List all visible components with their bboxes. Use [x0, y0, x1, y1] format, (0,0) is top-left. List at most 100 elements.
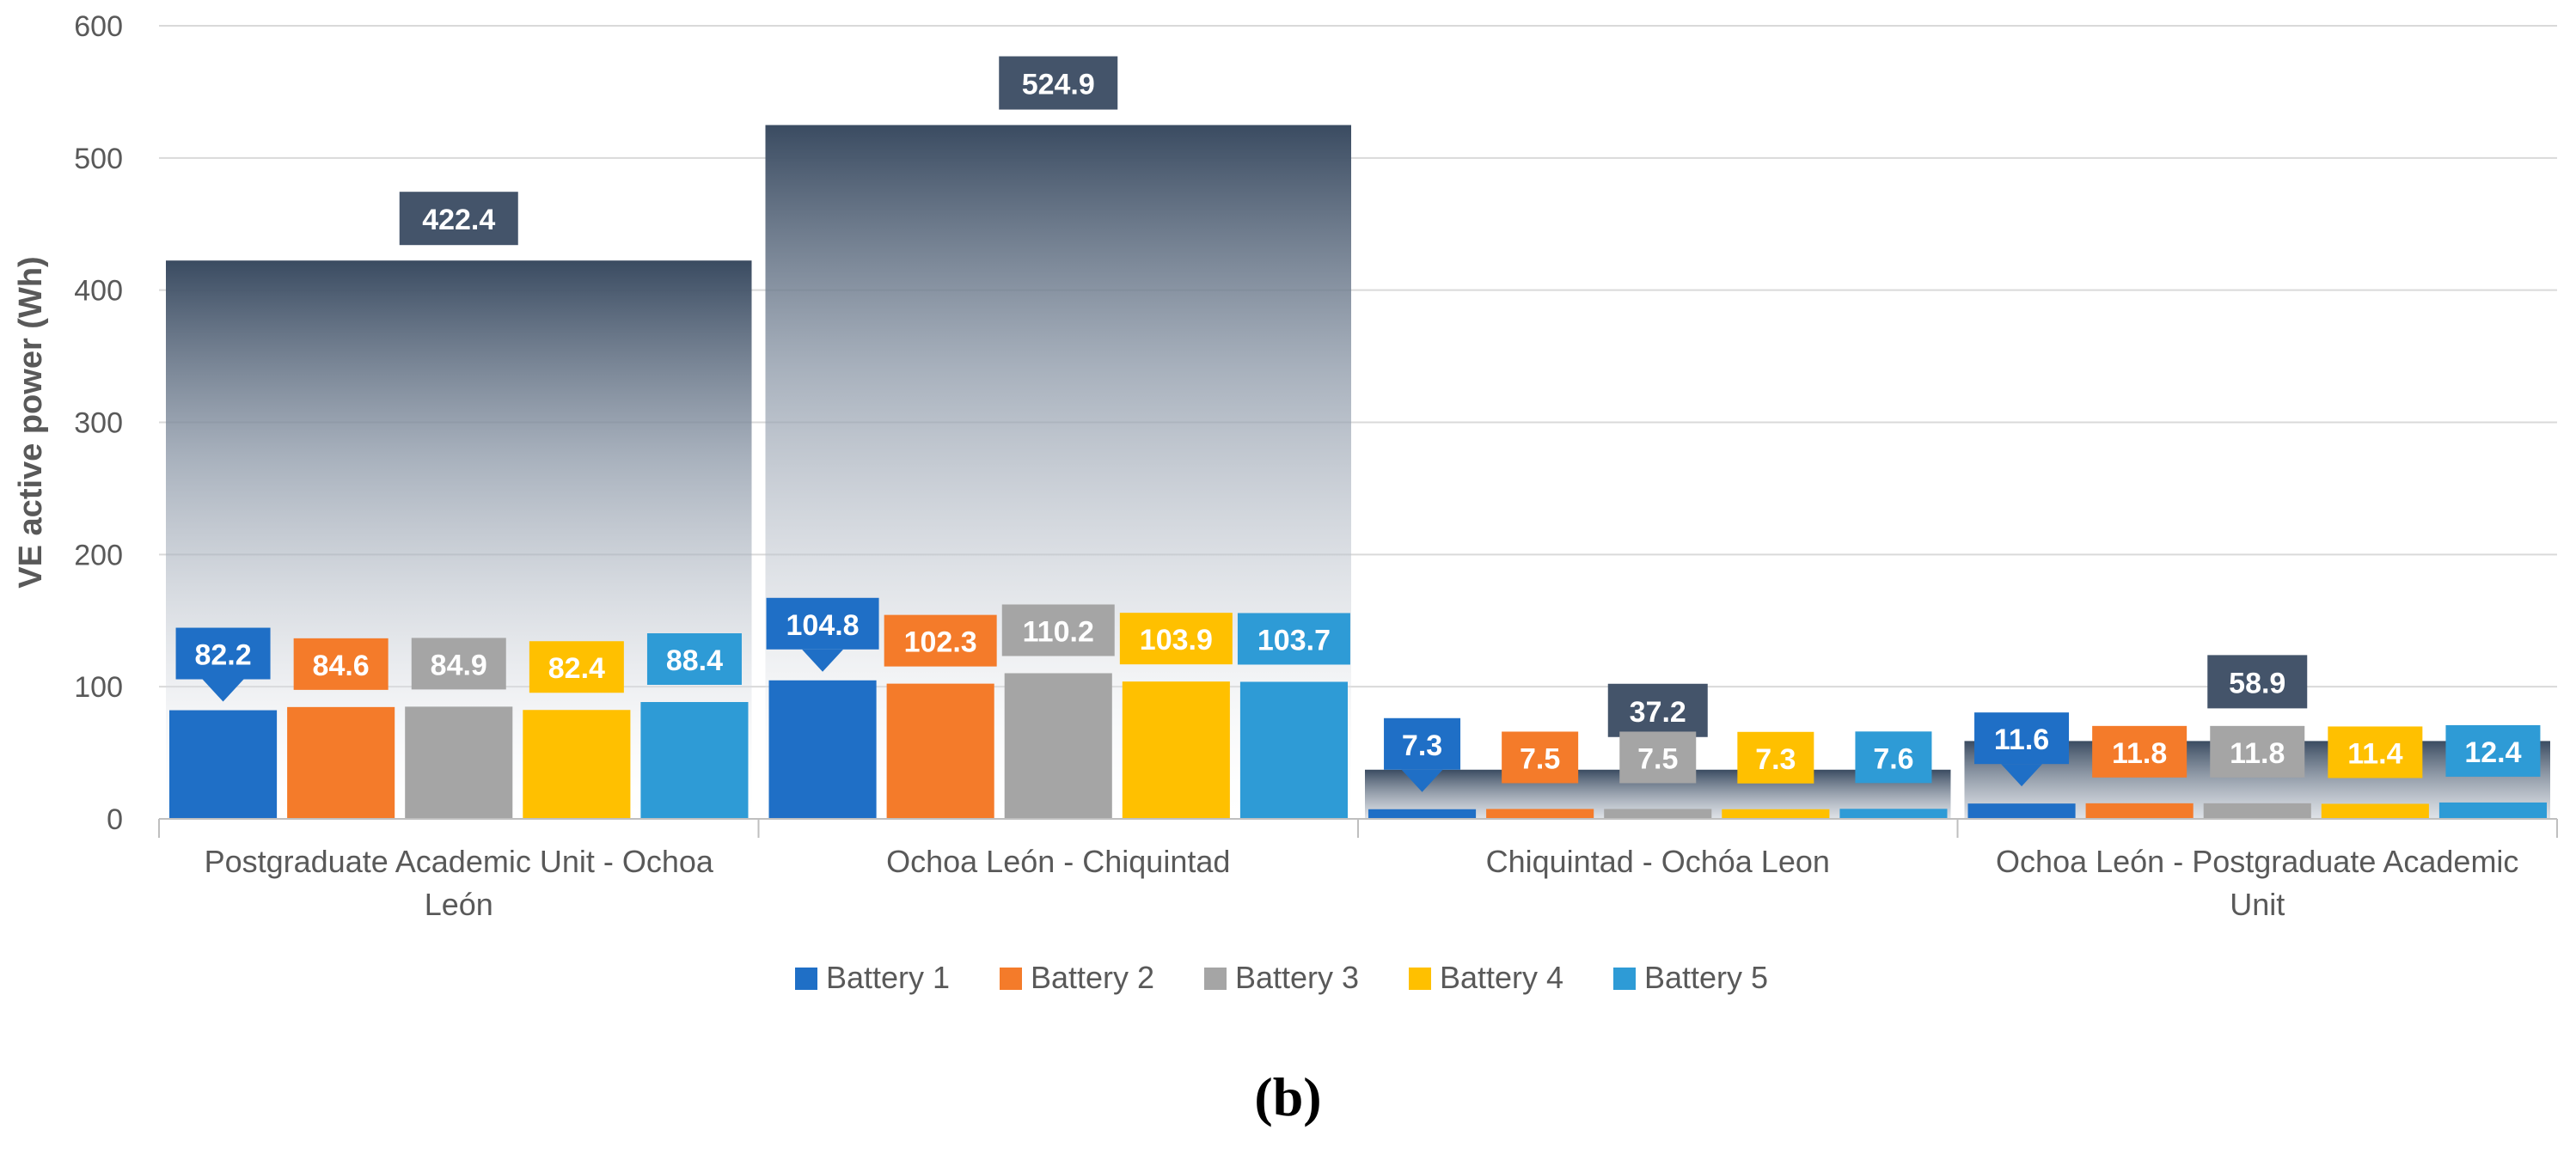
value-label: 7.5 — [1520, 742, 1560, 775]
value-label: 11.4 — [2347, 737, 2402, 770]
legend-swatch — [795, 968, 817, 990]
category-label: Ochoa León - Chiquintad — [886, 844, 1230, 879]
battery-bar — [886, 683, 994, 819]
legend-label: Battery 4 — [1440, 960, 1563, 995]
legend-label: Battery 1 — [826, 960, 950, 995]
battery-bar — [2321, 803, 2429, 819]
legend-swatch — [1204, 968, 1227, 990]
total-label: 58.9 — [2229, 667, 2285, 699]
total-label-box — [1607, 683, 1708, 737]
value-label-box — [884, 614, 997, 667]
category-label: Ochoa León - Postgraduate Academic — [1996, 844, 2518, 879]
value-label-box — [1502, 731, 1579, 784]
battery-bar — [2203, 803, 2311, 819]
legend-swatch — [1409, 968, 1431, 990]
total-label-box — [999, 56, 1118, 110]
figure-caption: (b) — [1254, 1066, 1322, 1127]
value-label-box — [646, 633, 742, 686]
value-label-box — [2328, 726, 2423, 778]
category-label: León — [425, 887, 493, 922]
value-label: 82.2 — [194, 639, 251, 672]
legend-swatch — [1613, 968, 1636, 990]
value-label-box — [2445, 724, 2541, 777]
y-tick-label: 0 — [107, 803, 123, 836]
battery-bar — [1004, 673, 1112, 819]
battery-bar — [523, 710, 631, 819]
value-label: 11.6 — [1994, 723, 2049, 756]
callout-arrow — [2001, 764, 2043, 787]
battery-bar — [1604, 809, 1712, 819]
value-label: 110.2 — [1023, 615, 1094, 648]
y-tick-label: 600 — [74, 10, 123, 43]
value-label: 103.7 — [1257, 624, 1331, 656]
total-label: 524.9 — [1022, 69, 1095, 101]
callout-arrow — [802, 649, 844, 672]
value-label: 7.3 — [1755, 743, 1796, 776]
y-tick-label: 200 — [74, 539, 123, 571]
value-label: 102.3 — [904, 626, 977, 659]
y-tick-label: 300 — [74, 407, 123, 440]
battery-bars — [169, 673, 2547, 819]
battery-bar — [1967, 803, 2076, 819]
value-label: 11.8 — [2112, 737, 2167, 770]
value-label-box — [766, 597, 879, 650]
category-label: Chiquintad - Ochóa Leon — [1486, 844, 1830, 879]
battery-bar — [1722, 809, 1830, 819]
total-label: 422.4 — [422, 204, 495, 236]
value-label-box — [1855, 731, 1932, 784]
legend-swatch — [1000, 968, 1022, 990]
y-axis-title: VE active power (Wh) — [13, 256, 49, 588]
value-label-box — [529, 641, 624, 693]
battery-bar — [768, 680, 877, 819]
legend-label: Battery 3 — [1235, 960, 1359, 995]
battery-bar — [169, 710, 278, 819]
y-tick-label: 500 — [74, 143, 123, 175]
category-label: Postgraduate Academic Unit - Ochoa — [205, 844, 714, 879]
battery-bar — [2085, 803, 2194, 819]
value-label-box — [1619, 731, 1697, 784]
battery-bar — [1239, 681, 1348, 819]
value-label: 104.8 — [786, 609, 860, 642]
legend-label: Battery 5 — [1644, 960, 1768, 995]
category-label: Unit — [2230, 887, 2285, 922]
value-label: 88.4 — [666, 644, 723, 677]
value-label-box — [1237, 613, 1350, 665]
battery-bar — [1368, 809, 1477, 819]
value-label: 11.8 — [2230, 737, 2285, 770]
battery-bar — [287, 706, 395, 819]
y-tick-label: 100 — [74, 671, 123, 704]
battery-bar — [1486, 809, 1594, 819]
value-label-box — [293, 638, 389, 690]
callout-arrow — [1401, 769, 1443, 792]
value-label-box — [1119, 613, 1233, 665]
value-label: 103.9 — [1140, 624, 1213, 656]
value-label-box — [1737, 731, 1814, 784]
total-label-box — [2207, 655, 2308, 709]
value-label-box — [2092, 725, 2187, 778]
value-label-box — [411, 638, 506, 690]
value-label-box — [1384, 717, 1461, 770]
value-label: 12.4 — [2464, 736, 2521, 769]
value-label-box — [1001, 604, 1115, 656]
battery-bar — [2438, 802, 2547, 819]
value-label-box — [1974, 712, 2070, 765]
y-tick-label: 400 — [74, 275, 123, 308]
value-label: 7.6 — [1873, 742, 1913, 775]
battery-bar — [1122, 681, 1230, 819]
legend: Battery 1 Battery 2 Battery 3 Battery 4 Batt… — [795, 960, 1768, 995]
value-label: 82.4 — [548, 652, 605, 685]
total-label-box — [399, 192, 518, 246]
value-label-box — [175, 627, 271, 680]
value-label-box — [2210, 725, 2305, 778]
total-label: 37.2 — [1630, 696, 1686, 729]
data-labels: 422.4 82.2 84.6 84.9 82.4 88.4 524.9 104.8 102.3… — [175, 56, 2541, 792]
value-label: 84.6 — [313, 650, 370, 682]
battery-bar — [640, 702, 749, 819]
callout-arrow — [202, 679, 244, 702]
value-label: 7.3 — [1402, 730, 1442, 762]
battery-bar — [405, 706, 513, 819]
legend-label: Battery 2 — [1031, 960, 1154, 995]
value-label: 7.5 — [1637, 742, 1678, 775]
